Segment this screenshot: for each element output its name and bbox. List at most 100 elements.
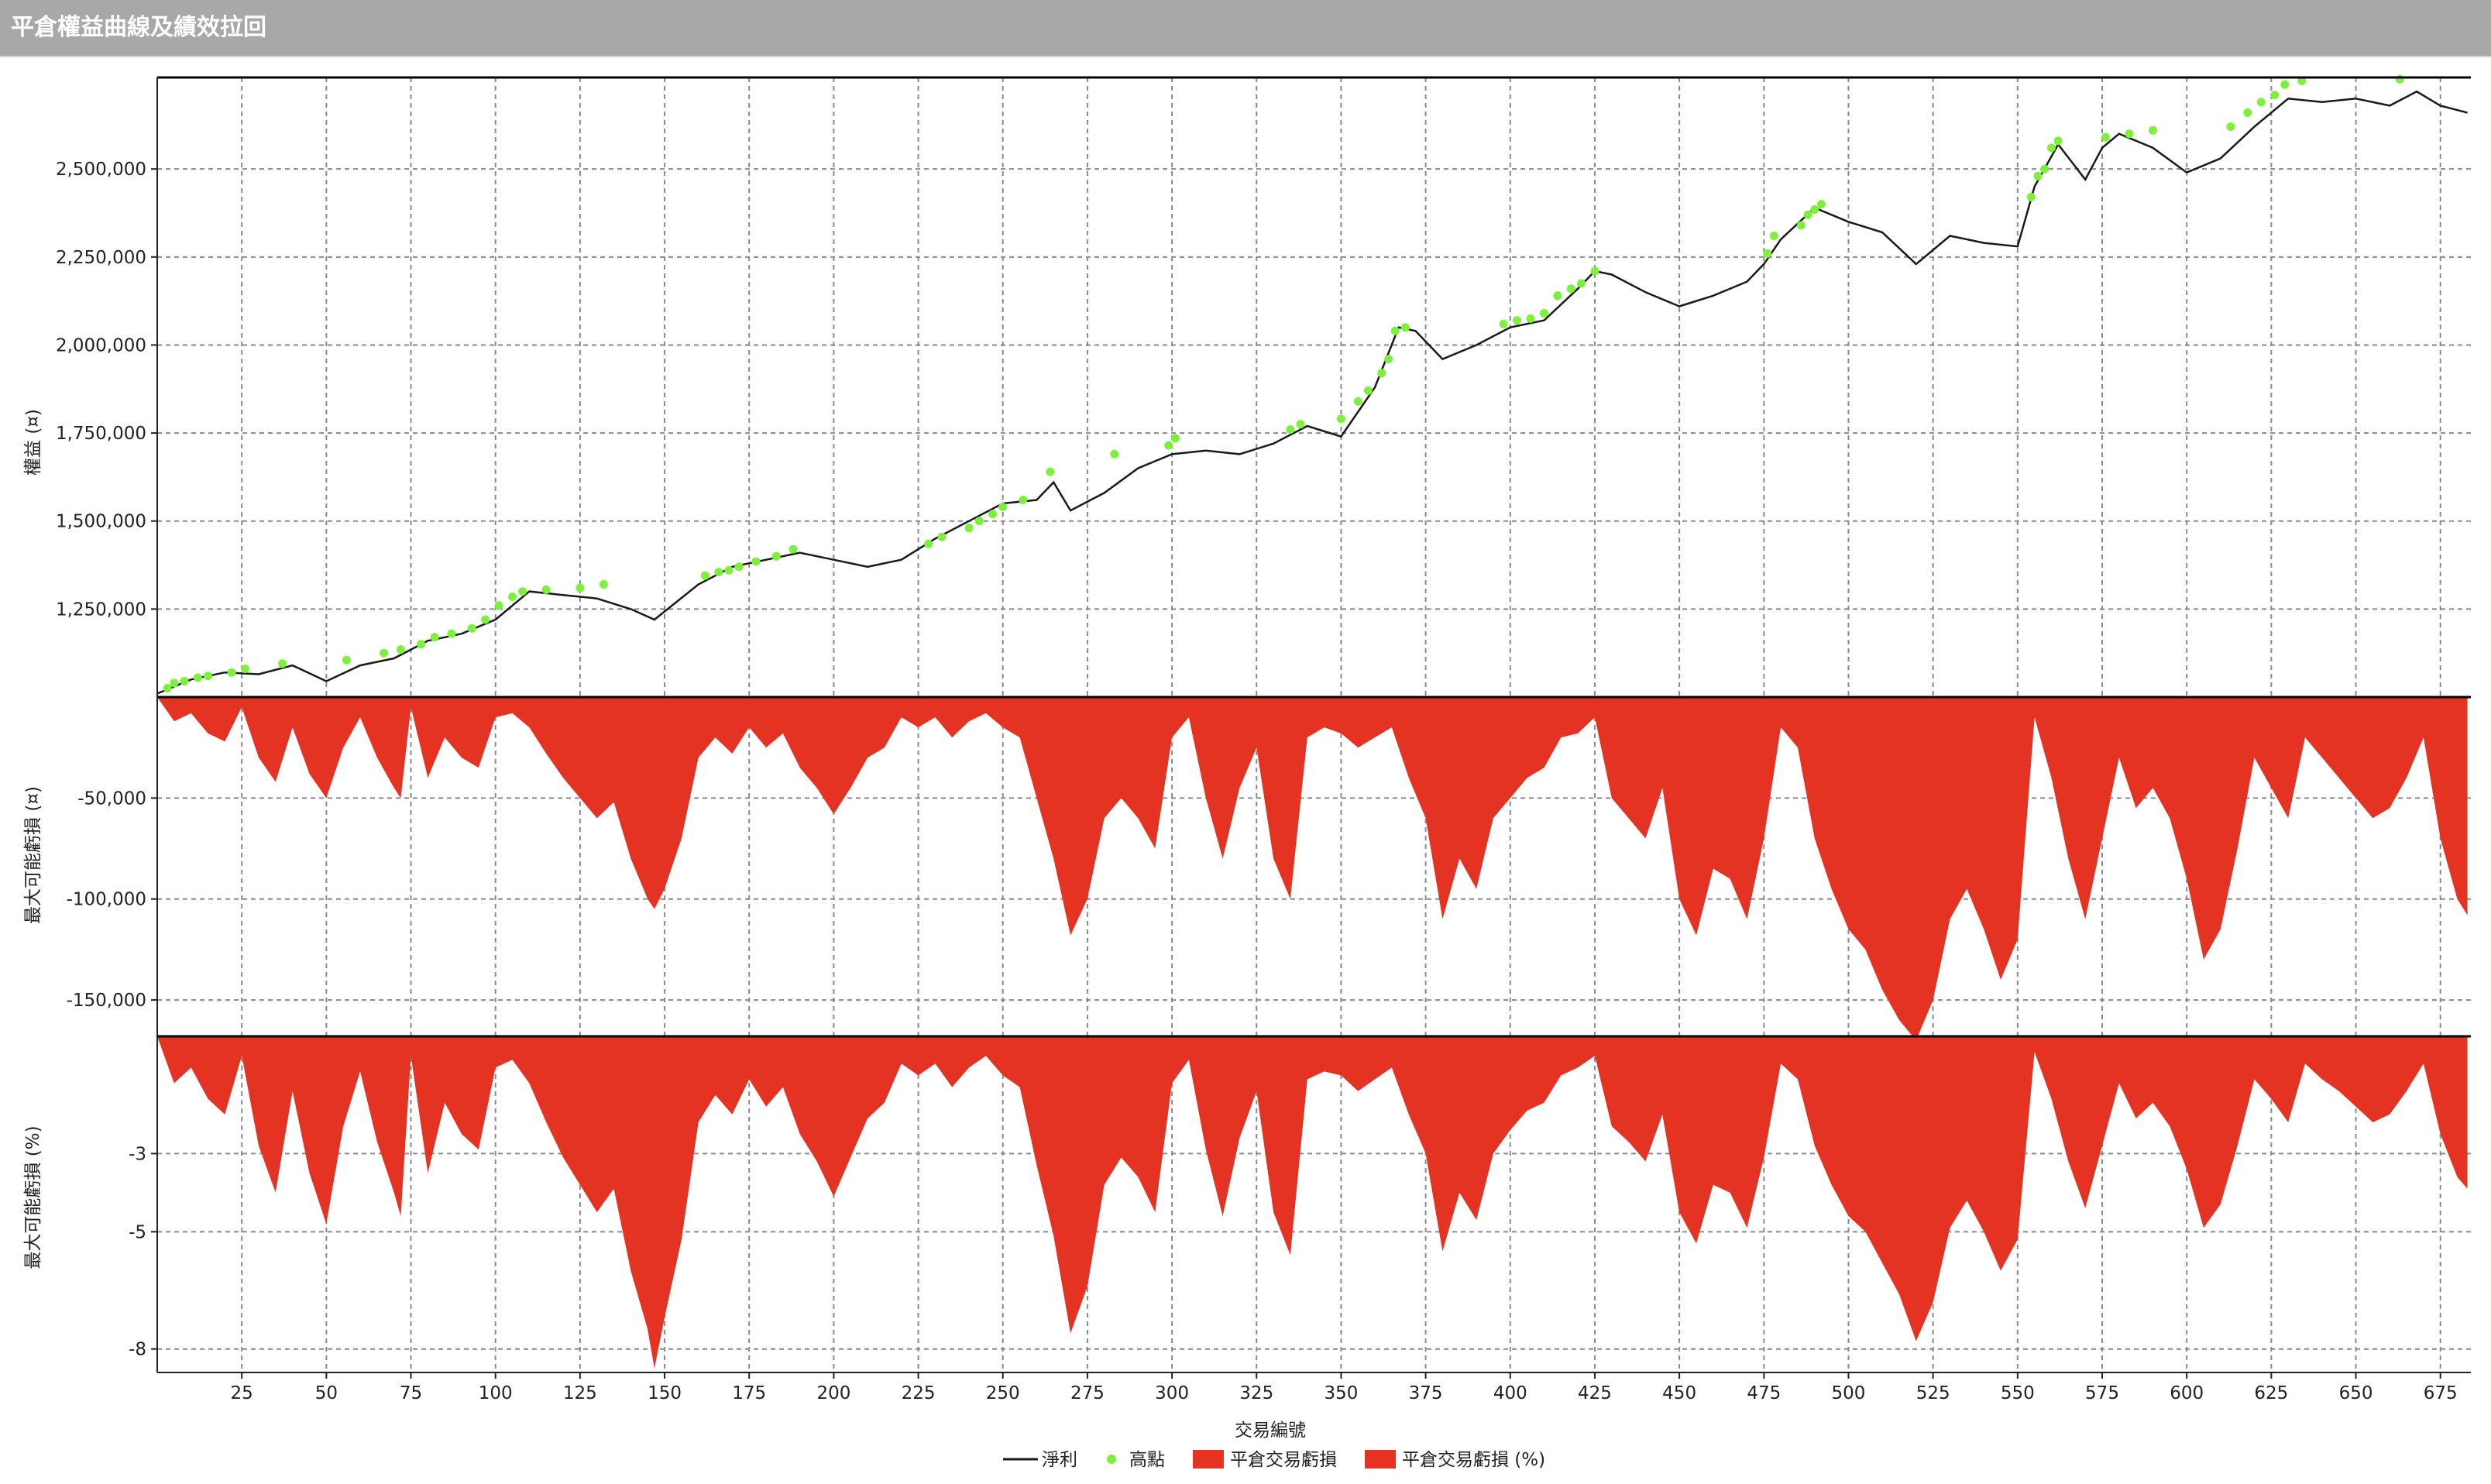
drawdown-area	[157, 1036, 2468, 1369]
high-point-marker	[771, 551, 781, 561]
high-point-marker	[2297, 77, 2307, 85]
high-point-marker	[1046, 467, 1055, 476]
high-point-marker	[1769, 232, 1778, 240]
x-tick-label: 350	[1324, 1383, 1358, 1403]
high-point-marker	[2226, 122, 2235, 132]
high-point-marker	[2149, 125, 2157, 135]
drawdown-area	[157, 697, 2468, 1041]
high-point-marker	[2026, 193, 2036, 201]
high-point-marker	[974, 517, 984, 526]
high-point-marker	[467, 623, 476, 633]
high-point-marker	[1763, 249, 1772, 258]
high-point-marker	[1513, 316, 1521, 325]
x-tick-label: 50	[315, 1383, 338, 1403]
x-tick-label: 125	[563, 1383, 597, 1403]
drawdown-amount-axis-title: 最大可能虧損 (¤)	[23, 786, 43, 924]
plot-layer	[156, 74, 2468, 1369]
high-point-marker	[241, 665, 249, 674]
high-point-marker	[1553, 291, 1562, 301]
high-point-marker	[988, 510, 998, 519]
x-tick-label: 650	[2339, 1383, 2373, 1403]
high-point-marker	[278, 659, 287, 668]
axes	[151, 76, 2471, 1379]
legend-label-net-profit: 淨利	[1042, 1450, 1077, 1470]
high-point-marker	[1110, 449, 1119, 459]
x-tick-label: 25	[231, 1383, 253, 1403]
y-tick-label: -50,000	[77, 788, 146, 809]
high-point-marker	[964, 524, 974, 533]
high-point-marker	[2280, 80, 2290, 89]
high-point-marker	[396, 645, 405, 654]
high-point-marker	[1526, 314, 1535, 323]
high-point-marker	[751, 557, 761, 566]
high-point-marker	[227, 668, 236, 677]
legend-box-swatch-percent	[1365, 1450, 1396, 1469]
high-point-marker	[1164, 441, 1173, 450]
x-tick-label: 200	[816, 1383, 850, 1403]
y-tick-label: 1,750,000	[56, 424, 146, 444]
high-point-marker	[180, 677, 189, 685]
high-point-marker	[924, 539, 933, 548]
drawdown-percent-axis-title: 最大可能虧損 (%)	[23, 1125, 43, 1269]
high-point-marker	[2101, 132, 2110, 142]
high-point-marker	[1499, 319, 1508, 328]
high-point-marker	[1353, 397, 1362, 406]
high-point-marker	[1390, 326, 1400, 335]
high-point-marker	[734, 562, 744, 572]
title-bar: 平倉權益曲線及績效拉回	[0, 0, 2491, 57]
high-point-marker	[714, 568, 723, 577]
high-point-marker	[430, 633, 439, 642]
high-point-marker	[204, 672, 212, 681]
legend-label-highs: 高點	[1129, 1450, 1165, 1470]
high-point-marker	[1577, 279, 1586, 288]
high-point-marker	[447, 629, 456, 638]
x-tick-label: 600	[2170, 1383, 2204, 1403]
high-point-marker	[1590, 266, 1599, 276]
high-point-marker	[1296, 420, 1305, 429]
high-point-marker	[724, 565, 734, 575]
x-tick-label: 475	[1747, 1383, 1781, 1403]
x-tick-label: 225	[902, 1383, 936, 1403]
high-point-marker	[998, 503, 1008, 511]
high-point-marker	[494, 601, 503, 610]
high-point-marker	[937, 532, 947, 541]
high-point-marker	[2125, 129, 2134, 139]
x-tick-label: 575	[2085, 1383, 2119, 1403]
y-tick-label: -150,000	[67, 991, 146, 1011]
high-point-marker	[1019, 496, 1028, 504]
y-tick-label: 1,500,000	[56, 512, 146, 532]
high-point-marker	[508, 593, 517, 601]
high-point-marker	[599, 580, 608, 589]
y-tick-label: -100,000	[67, 890, 146, 910]
high-point-marker	[170, 678, 179, 688]
legend-label-drawdown-percent: 平倉交易虧損 (%)	[1402, 1450, 1545, 1470]
legend: 淨利 高點 平倉交易虧損 平倉交易虧損 (%)	[1003, 1450, 1545, 1470]
x-tick-label: 75	[400, 1383, 422, 1403]
high-point-marker	[2053, 136, 2063, 146]
high-point-marker	[481, 615, 490, 624]
high-point-marker	[2033, 171, 2043, 180]
x-tick-label: 150	[648, 1383, 682, 1403]
x-tick-label: 325	[1239, 1383, 1273, 1403]
chart-area: 25 50 75 100 125 150 175 200 225 250 275 300 325 350 3…	[0, 57, 2491, 1484]
x-tick-label: 500	[1832, 1383, 1866, 1403]
high-point-marker	[1817, 200, 1826, 209]
x-tick-label: 375	[1409, 1383, 1443, 1403]
high-point-marker	[193, 673, 202, 682]
high-point-marker	[1803, 210, 1812, 219]
high-point-marker	[1400, 323, 1410, 332]
y-tick-label: 2,250,000	[56, 248, 146, 268]
high-point-marker	[1377, 369, 1386, 378]
x-tick-label: 425	[1578, 1383, 1612, 1403]
high-point-marker	[342, 655, 351, 665]
y-tick-label: -8	[129, 1340, 146, 1360]
high-point-marker	[700, 571, 710, 580]
high-point-marker	[541, 585, 551, 594]
high-point-marker	[2040, 164, 2049, 173]
high-point-marker	[1566, 284, 1575, 294]
y-tick-label: -5	[129, 1222, 146, 1242]
legend-dot-swatch	[1107, 1455, 1116, 1464]
x-tick-label: 525	[1916, 1383, 1950, 1403]
high-point-marker	[380, 648, 389, 658]
x-axis-title: 交易編號	[1235, 1420, 1306, 1441]
